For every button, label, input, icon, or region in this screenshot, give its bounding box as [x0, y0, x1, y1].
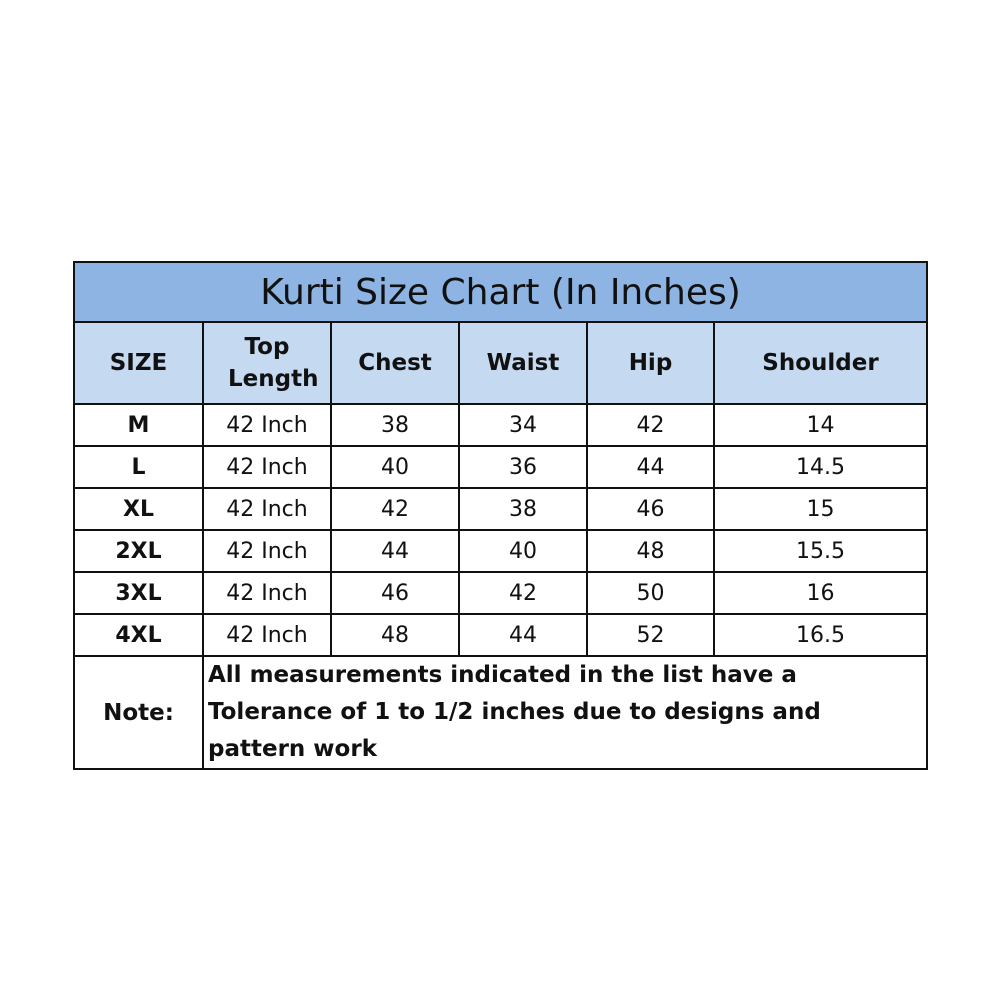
table-cell: 15.5	[713, 529, 928, 573]
table-cell: 48	[330, 613, 460, 657]
table-cell: 42 Inch	[202, 403, 332, 447]
column-header: Waist	[458, 321, 588, 405]
column-header: Shoulder	[713, 321, 928, 405]
table-cell: 38	[458, 487, 588, 531]
table-cell: 14.5	[713, 445, 928, 489]
table-cell: 40	[458, 529, 588, 573]
note-label: Note:	[73, 655, 204, 770]
table-cell: 52	[586, 613, 715, 657]
size-cell: 3XL	[73, 571, 204, 615]
column-header: Hip	[586, 321, 715, 405]
size-cell: M	[73, 403, 204, 447]
size-cell: XL	[73, 487, 204, 531]
table-cell: 50	[586, 571, 715, 615]
table-cell: 42 Inch	[202, 571, 332, 615]
table-cell: 16.5	[713, 613, 928, 657]
table-row: 4XL 42 Inch 48 44 52 16.5	[73, 613, 928, 657]
table-cell: 38	[330, 403, 460, 447]
table-cell: 44	[330, 529, 460, 573]
table-cell: 15	[713, 487, 928, 531]
header-row: SIZE Top Length Chest Waist Hip Shoulder	[73, 321, 928, 405]
table-cell: 40	[330, 445, 460, 489]
table-cell: 42 Inch	[202, 445, 332, 489]
table-cell: 42 Inch	[202, 487, 332, 531]
size-cell: 4XL	[73, 613, 204, 657]
note-text: All measurements indicated in the list h…	[202, 655, 928, 770]
table-cell: 46	[330, 571, 460, 615]
table-cell: 34	[458, 403, 588, 447]
table-cell: 42	[330, 487, 460, 531]
table-cell: 42 Inch	[202, 613, 332, 657]
size-chart-table: Kurti Size Chart (In Inches) SIZE Top Len…	[73, 261, 928, 770]
table-row: XL 42 Inch 42 38 46 15	[73, 487, 928, 531]
table-cell: 36	[458, 445, 588, 489]
table-cell: 48	[586, 529, 715, 573]
table-cell: 42 Inch	[202, 529, 332, 573]
table-row: L 42 Inch 40 36 44 14.5	[73, 445, 928, 489]
note-row: Note: All measurements indicated in the …	[73, 655, 928, 770]
size-cell: L	[73, 445, 204, 489]
table-row: 3XL 42 Inch 46 42 50 16	[73, 571, 928, 615]
column-header: Chest	[330, 321, 460, 405]
size-cell: 2XL	[73, 529, 204, 573]
table-cell: 42	[586, 403, 715, 447]
column-header: SIZE	[73, 321, 204, 405]
table-cell: 46	[586, 487, 715, 531]
chart-title: Kurti Size Chart (In Inches)	[73, 261, 928, 323]
column-header: Top Length	[202, 321, 332, 405]
table-cell: 44	[458, 613, 588, 657]
table-cell: 14	[713, 403, 928, 447]
table-row: 2XL 42 Inch 44 40 48 15.5	[73, 529, 928, 573]
table-cell: 44	[586, 445, 715, 489]
table-cell: 42	[458, 571, 588, 615]
table-row: M 42 Inch 38 34 42 14	[73, 403, 928, 447]
table-cell: 16	[713, 571, 928, 615]
